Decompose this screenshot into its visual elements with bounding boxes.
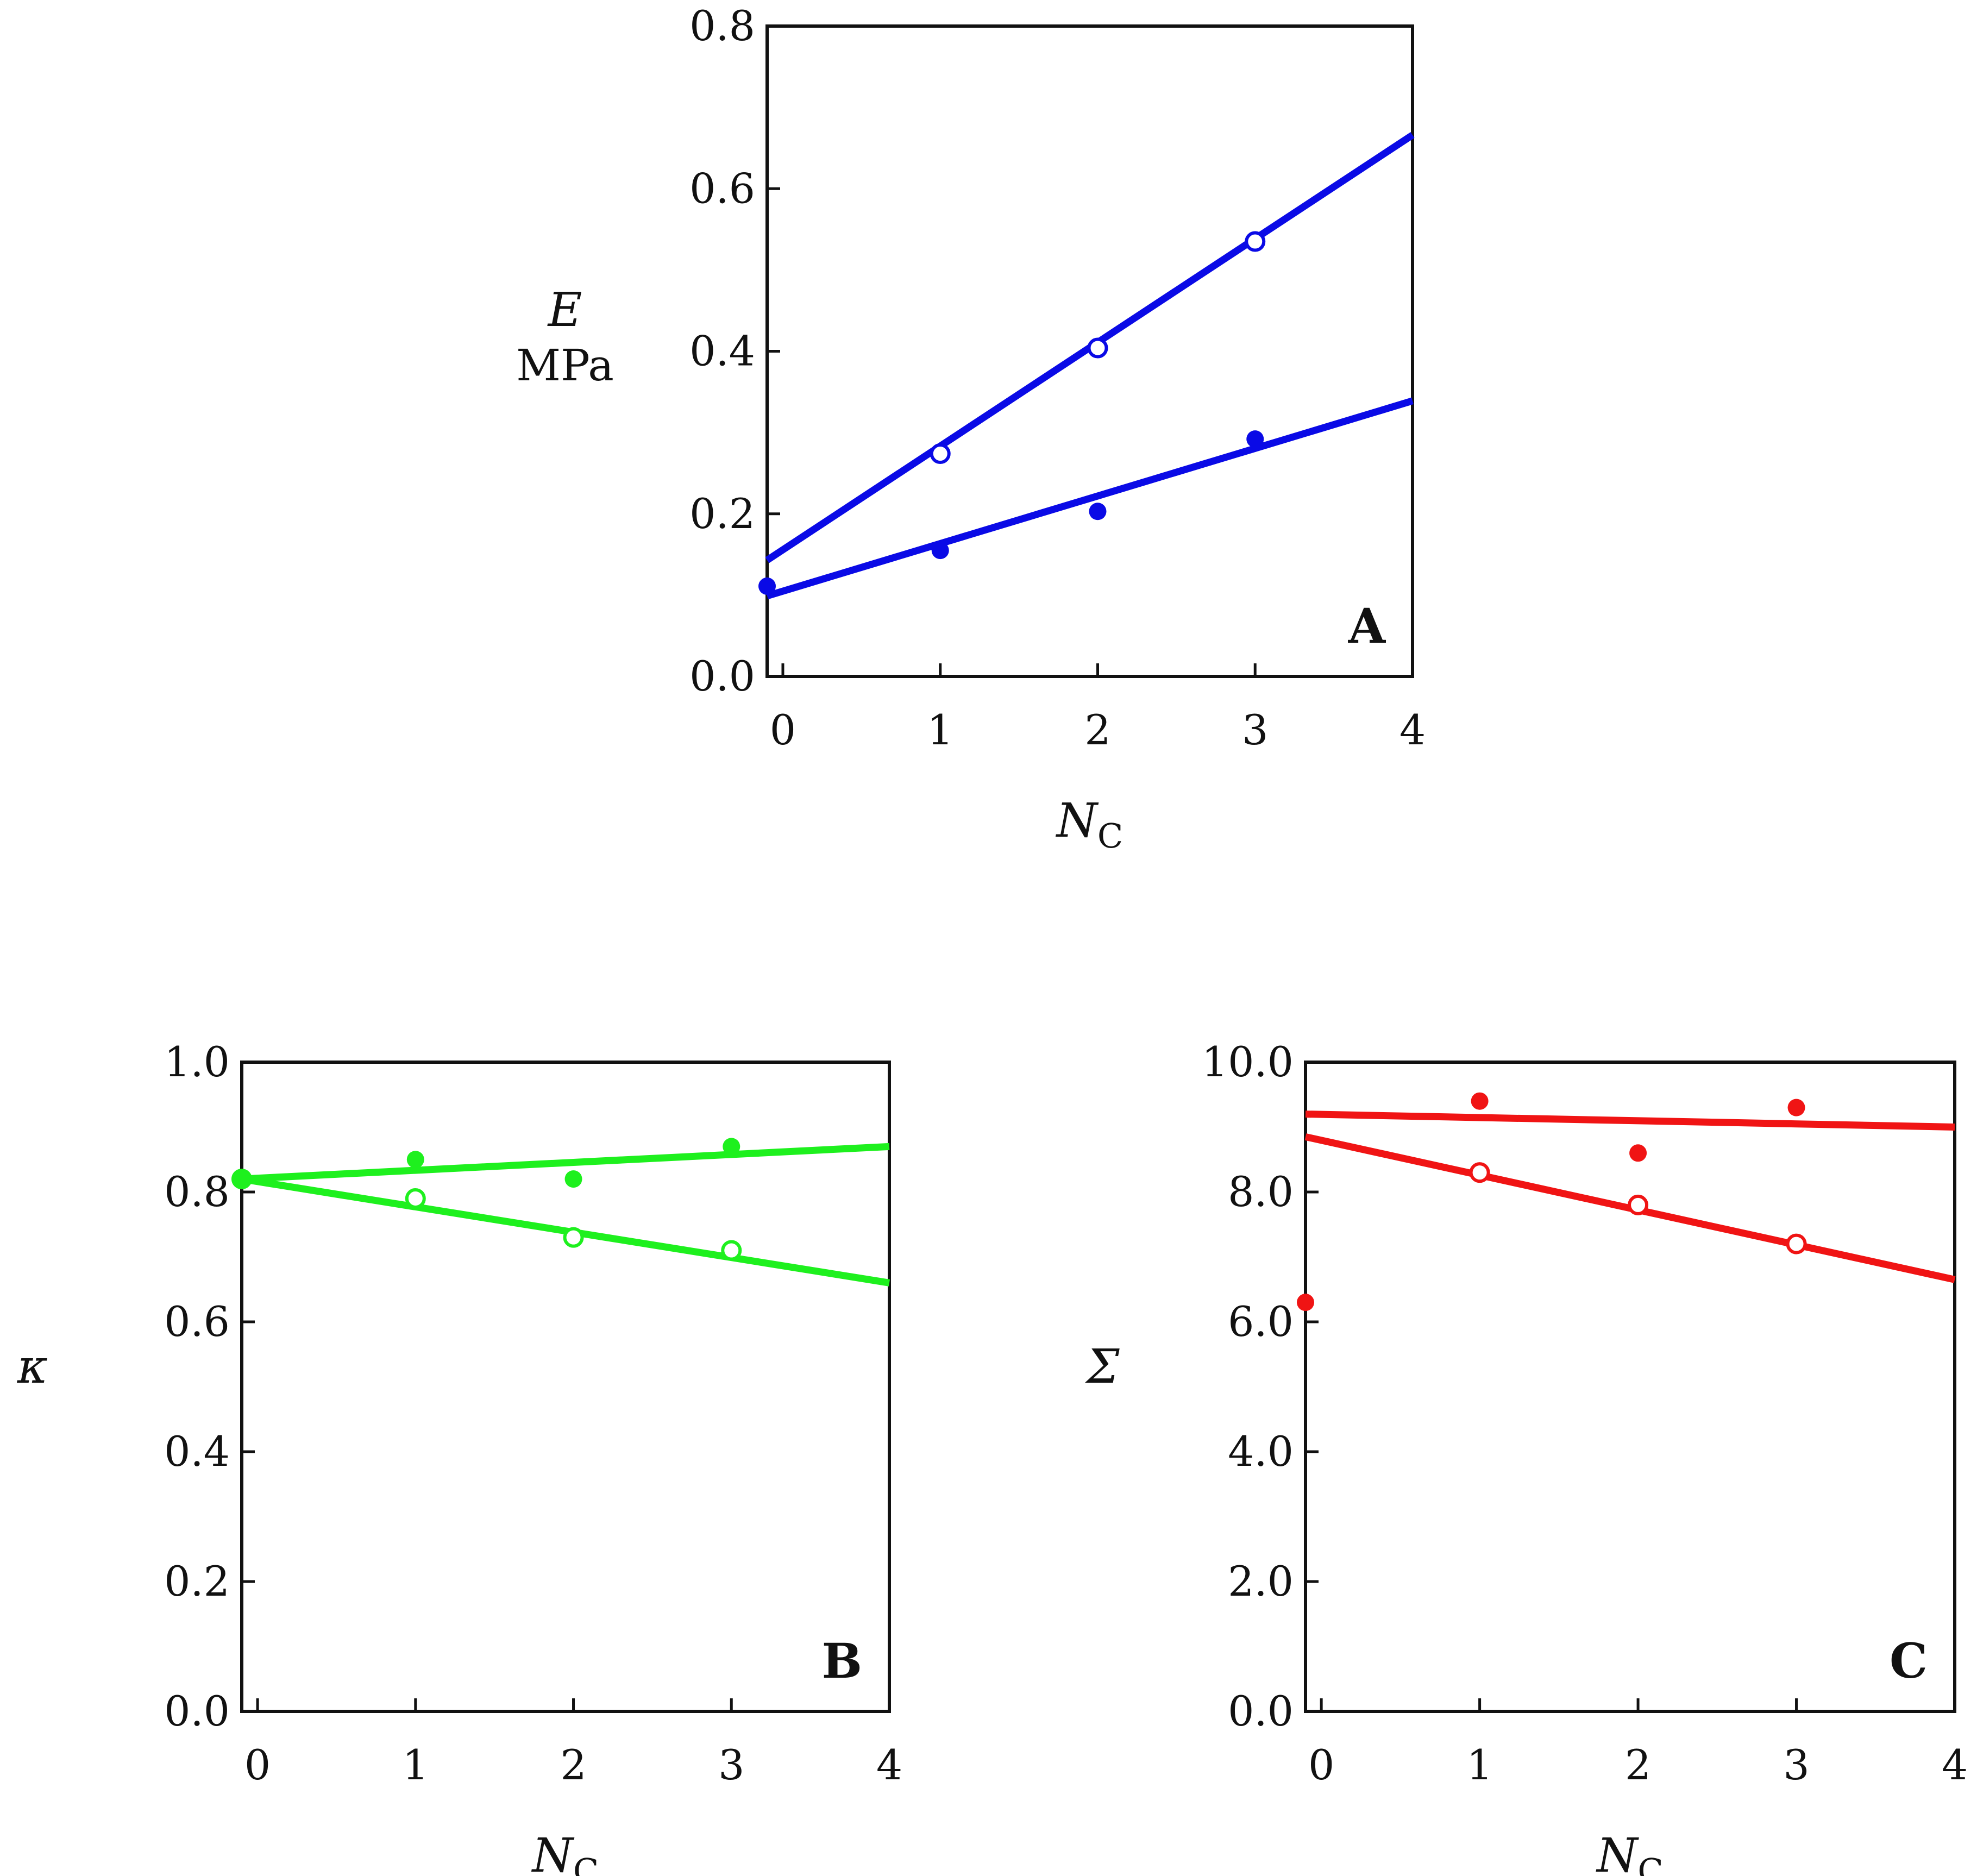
y-tick-label: 0.0 bbox=[164, 1687, 230, 1735]
data-point-filled bbox=[1629, 1144, 1647, 1162]
y-tick-label: 8.0 bbox=[1228, 1168, 1294, 1216]
x-tick-label: 4 bbox=[1399, 706, 1426, 754]
data-point-filled bbox=[1297, 1294, 1314, 1312]
panel-label: C bbox=[1890, 1633, 1928, 1689]
x-axis-label: NC bbox=[1056, 794, 1124, 856]
x-tick-label: 0 bbox=[1308, 1741, 1334, 1789]
data-point-filled bbox=[406, 1151, 424, 1169]
data-point-filled bbox=[1787, 1099, 1805, 1116]
panel-label: A bbox=[1348, 598, 1386, 654]
y-tick-label: 2.0 bbox=[1228, 1557, 1294, 1605]
x-tick-label: 2 bbox=[560, 1741, 586, 1789]
y-tick-label: 0.4 bbox=[689, 327, 755, 375]
data-point-filled bbox=[931, 542, 949, 560]
y-tick-label: 10.0 bbox=[1202, 1038, 1294, 1086]
y-axis-label: κ bbox=[17, 1340, 48, 1394]
data-point-open bbox=[563, 1227, 584, 1248]
data-point-filled bbox=[233, 1170, 250, 1188]
data-point-open bbox=[405, 1188, 426, 1209]
y-tick-label: 0.6 bbox=[689, 164, 755, 212]
x-tick-label: 3 bbox=[1242, 706, 1268, 754]
x-axis-label-subscript: C bbox=[1097, 816, 1123, 856]
y-tick-label: 0.2 bbox=[689, 490, 755, 538]
y-tick-label: 4.0 bbox=[1228, 1427, 1294, 1476]
fit-line-filled bbox=[241, 1143, 890, 1183]
x-axis-label-subscript: C bbox=[1637, 1851, 1663, 1876]
x-axis-label-main: N bbox=[1596, 1829, 1639, 1876]
y-tick-label: 0.4 bbox=[164, 1427, 230, 1476]
x-tick-label: 3 bbox=[1783, 1741, 1809, 1789]
y-tick-label: 0.6 bbox=[164, 1297, 230, 1346]
data-point-open bbox=[1628, 1194, 1649, 1215]
y-tick-label: 6.0 bbox=[1228, 1297, 1294, 1346]
data-point-open bbox=[1786, 1233, 1807, 1254]
y-tick-label: 0.8 bbox=[164, 1168, 230, 1216]
x-tick-label: 3 bbox=[718, 1741, 744, 1789]
data-point-filled bbox=[1089, 503, 1107, 520]
plot-frame bbox=[1304, 1061, 1956, 1713]
x-tick-label: 1 bbox=[403, 1741, 429, 1789]
x-tick-label: 1 bbox=[927, 706, 953, 754]
data-point-open bbox=[721, 1240, 742, 1261]
y-tick-label: 0.8 bbox=[689, 2, 755, 50]
x-axis-label-main: N bbox=[531, 1829, 575, 1876]
x-axis-label-main: N bbox=[1056, 794, 1099, 848]
y-tick-label: 0.2 bbox=[164, 1557, 230, 1605]
x-axis-label: NC bbox=[1596, 1829, 1664, 1876]
y-tick-label: 0.0 bbox=[689, 652, 755, 700]
y-tick-label: 1.0 bbox=[164, 1038, 230, 1086]
x-tick-label: 4 bbox=[1942, 1741, 1968, 1789]
y-tick-label: 0.0 bbox=[1228, 1687, 1294, 1735]
x-axis-label: NC bbox=[531, 1829, 599, 1876]
x-tick-label: 4 bbox=[876, 1741, 902, 1789]
data-point-filled bbox=[1471, 1092, 1489, 1110]
data-point-filled bbox=[1246, 430, 1264, 448]
x-tick-label: 0 bbox=[244, 1741, 271, 1789]
data-point-open bbox=[1087, 337, 1108, 359]
data-point-open bbox=[930, 443, 951, 465]
data-point-open bbox=[1245, 231, 1266, 252]
data-point-filled bbox=[723, 1138, 740, 1156]
x-tick-label: 0 bbox=[770, 706, 796, 754]
data-point-open bbox=[1469, 1162, 1490, 1183]
plot-frame bbox=[240, 1061, 891, 1713]
x-tick-label: 2 bbox=[1084, 706, 1110, 754]
y-axis-label: E bbox=[547, 283, 582, 337]
data-point-filled bbox=[564, 1170, 582, 1188]
panel-label: B bbox=[822, 1633, 862, 1689]
data-point-filled bbox=[758, 577, 776, 595]
x-tick-label: 1 bbox=[1466, 1741, 1492, 1789]
x-axis-label-subscript: C bbox=[573, 1851, 599, 1876]
y-axis-unit-label: MPa bbox=[516, 340, 614, 391]
y-axis-label: Σ bbox=[1085, 1340, 1120, 1394]
x-tick-label: 2 bbox=[1625, 1741, 1651, 1789]
fit-line-filled bbox=[1305, 1110, 1955, 1131]
fit-line-filled bbox=[766, 397, 1414, 600]
